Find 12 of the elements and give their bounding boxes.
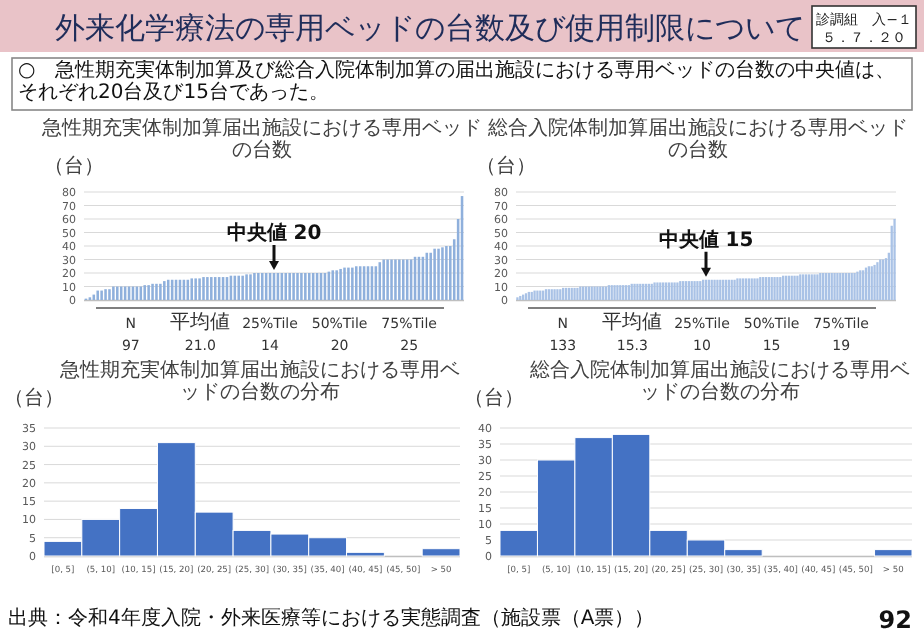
annotation: 中央値 20 (226, 221, 322, 245)
y-axis-title: （台） (464, 386, 524, 410)
text: 平均値 (170, 310, 231, 334)
source-note: 出典：令和4年度入院・外来医療等における実態調査（施設票（A票）） (8, 606, 655, 630)
bar (421, 548, 461, 557)
bar (874, 549, 913, 557)
text: 外来化学療法の専用ベッドの台数及び使用制限について (55, 10, 805, 46)
annotation: 中央値 15 (658, 227, 754, 252)
y-axis-title: （台） (4, 386, 64, 410)
chart-title: 総合入院体制加算届出施設における専用ベッドの台数の分布 (528, 360, 912, 404)
text: 平均値 (602, 310, 663, 334)
text: 92 (878, 606, 912, 634)
